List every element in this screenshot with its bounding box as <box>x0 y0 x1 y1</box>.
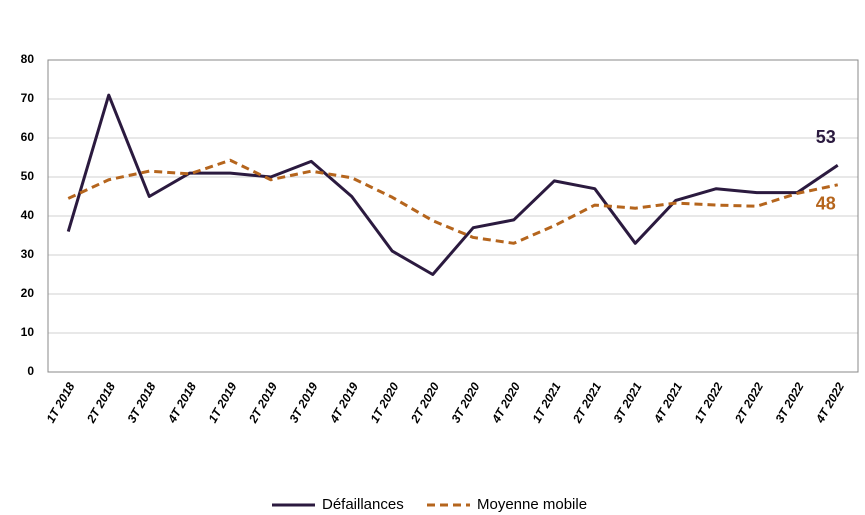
x-tick-label: 4T 2022 <box>812 380 847 426</box>
x-tick-label: 1T 2020 <box>367 380 401 425</box>
x-tick-label: 2T 2018 <box>83 380 118 426</box>
y-tick-label: 0 <box>27 364 34 378</box>
data-label: 53 <box>816 127 836 147</box>
x-tick-label: 1T 2021 <box>529 380 563 425</box>
y-tick-label: 20 <box>21 286 35 300</box>
plot-border <box>47 59 859 373</box>
y-tick-label: 50 <box>21 169 35 183</box>
x-tick-label: 2T 2021 <box>569 380 604 426</box>
x-tick-label: 4T 2019 <box>326 380 361 426</box>
series-line <box>67 158 839 245</box>
x-tick-label: 2T 2020 <box>407 380 442 426</box>
y-tick-label: 60 <box>21 130 35 144</box>
x-tick-label: 4T 2018 <box>164 380 199 426</box>
legend-label: Défaillances <box>322 496 404 513</box>
x-tick-label: 3T 2020 <box>448 380 482 425</box>
data-label: 48 <box>816 194 836 214</box>
legend-label: Moyenne mobile <box>477 496 587 513</box>
y-tick-label: 40 <box>21 208 35 222</box>
x-tick-label: 1T 2022 <box>691 380 725 425</box>
y-tick-label: 10 <box>21 325 35 339</box>
x-tick-label: 1T 2018 <box>43 380 77 425</box>
x-tick-label: 4T 2020 <box>488 380 523 426</box>
x-tick-label: 1T 2019 <box>205 380 239 425</box>
x-tick-label: 3T 2019 <box>286 380 320 425</box>
x-tick-label: 4T 2021 <box>650 380 685 426</box>
x-tick-label: 3T 2021 <box>610 380 644 425</box>
y-tick-label: 30 <box>21 247 35 261</box>
y-tick-label: 70 <box>21 91 35 105</box>
x-tick-label: 3T 2022 <box>772 380 806 425</box>
x-tick-label: 2T 2019 <box>245 380 280 426</box>
x-tick-label: 3T 2018 <box>124 380 158 425</box>
y-tick-label: 80 <box>21 52 35 66</box>
series-line <box>66 93 839 276</box>
x-tick-label: 2T 2022 <box>731 380 766 426</box>
